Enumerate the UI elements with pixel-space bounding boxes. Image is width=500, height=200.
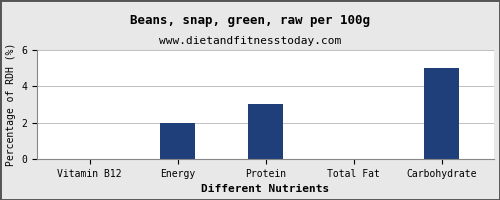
Bar	[424, 68, 459, 159]
X-axis label: Different Nutrients: Different Nutrients	[202, 184, 330, 194]
Title: Beans, snap, green, raw per 100g
www.dietandfitnesstoday.com: Beans, snap, green, raw per 100g www.die…	[0, 199, 1, 200]
Text: www.dietandfitnesstoday.com: www.dietandfitnesstoday.com	[159, 36, 341, 46]
Bar	[160, 123, 195, 159]
Text: Beans, snap, green, raw per 100g: Beans, snap, green, raw per 100g	[130, 14, 370, 27]
Bar	[248, 104, 283, 159]
Y-axis label: Percentage of RDH (%): Percentage of RDH (%)	[6, 43, 16, 166]
